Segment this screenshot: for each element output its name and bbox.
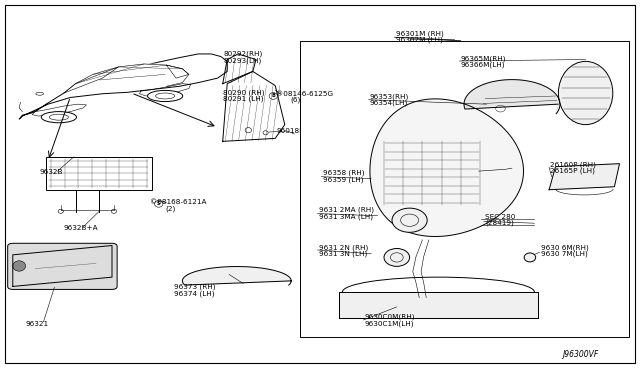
- Text: (6): (6): [291, 97, 301, 103]
- Text: 80291 (LH): 80291 (LH): [223, 95, 263, 102]
- Ellipse shape: [148, 90, 183, 102]
- Ellipse shape: [41, 112, 77, 123]
- Polygon shape: [339, 292, 538, 318]
- Text: 9631 2N (RH): 9631 2N (RH): [319, 244, 368, 251]
- FancyBboxPatch shape: [8, 243, 117, 289]
- Text: 96366M(LH): 96366M(LH): [461, 62, 506, 68]
- Text: 9631 2MA (RH): 9631 2MA (RH): [319, 207, 374, 214]
- Text: 96302M (LH): 96302M (LH): [396, 36, 442, 43]
- Text: ©08168-6121A: ©08168-6121A: [150, 199, 207, 205]
- Ellipse shape: [524, 253, 536, 262]
- Text: 96321: 96321: [26, 321, 49, 327]
- Text: 9630C1M(LH): 9630C1M(LH): [365, 320, 414, 327]
- Text: 96365M(RH): 96365M(RH): [461, 55, 506, 62]
- Bar: [300, 41, 629, 337]
- Text: 9631 3MA (LH): 9631 3MA (LH): [319, 213, 372, 220]
- Text: 26165P (LH): 26165P (LH): [550, 167, 595, 174]
- Text: S: S: [157, 201, 161, 206]
- Text: 9632B: 9632B: [40, 169, 63, 175]
- Polygon shape: [64, 64, 189, 93]
- Text: SEC 280: SEC 280: [485, 214, 515, 219]
- Ellipse shape: [384, 248, 410, 266]
- Text: 80290 (RH): 80290 (RH): [223, 89, 264, 96]
- Text: J96300VF: J96300VF: [562, 350, 598, 359]
- Text: 80292(RH): 80292(RH): [224, 51, 263, 57]
- Text: 96358 (RH): 96358 (RH): [323, 170, 364, 176]
- Bar: [46, 157, 152, 190]
- Text: 9631 3N (LH): 9631 3N (LH): [319, 250, 367, 257]
- Ellipse shape: [13, 261, 26, 271]
- Text: 96018I: 96018I: [276, 128, 301, 134]
- Text: 96374 (LH): 96374 (LH): [174, 290, 214, 297]
- Text: (2): (2): [165, 205, 175, 212]
- Text: 96373 (RH): 96373 (RH): [174, 284, 216, 291]
- Ellipse shape: [558, 61, 613, 125]
- Text: 26160P (RH): 26160P (RH): [550, 161, 596, 168]
- Text: 96359 (LH): 96359 (LH): [323, 176, 363, 183]
- Text: 9632B+A: 9632B+A: [64, 225, 99, 231]
- Text: 96354(LH): 96354(LH): [370, 100, 408, 106]
- Polygon shape: [370, 99, 524, 237]
- Polygon shape: [464, 80, 560, 114]
- Text: B: B: [271, 93, 275, 99]
- Text: 96353(RH): 96353(RH): [370, 93, 409, 100]
- Polygon shape: [549, 164, 620, 190]
- Ellipse shape: [392, 208, 428, 232]
- Text: 9630 7M(LH): 9630 7M(LH): [541, 250, 588, 257]
- Polygon shape: [182, 267, 291, 285]
- Text: 9630C0M(RH): 9630C0M(RH): [365, 314, 415, 320]
- Polygon shape: [13, 246, 112, 286]
- Text: ®08146-6125G: ®08146-6125G: [276, 91, 333, 97]
- Text: 80293(LH): 80293(LH): [224, 57, 262, 64]
- Text: 96301M (RH): 96301M (RH): [396, 30, 444, 37]
- Text: 9630 6M(RH): 9630 6M(RH): [541, 244, 589, 251]
- Text: (28419): (28419): [485, 220, 514, 227]
